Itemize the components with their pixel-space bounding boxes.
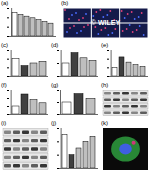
svg-text:© WILEY: © WILEY xyxy=(91,19,121,26)
html-text:(b): (b) xyxy=(61,0,69,6)
html-text:(j): (j) xyxy=(51,120,57,126)
html-text:(f): (f) xyxy=(1,82,7,88)
html-text:(k): (k) xyxy=(101,120,108,126)
html-text:(g): (g) xyxy=(51,82,59,88)
html-text:(c): (c) xyxy=(1,42,8,48)
html-text:(d): (d) xyxy=(51,42,59,48)
html-text:(h): (h) xyxy=(101,82,109,88)
html-text:(a): (a) xyxy=(1,0,9,6)
html-text:(e): (e) xyxy=(101,42,109,48)
html-text:(i): (i) xyxy=(1,120,7,126)
